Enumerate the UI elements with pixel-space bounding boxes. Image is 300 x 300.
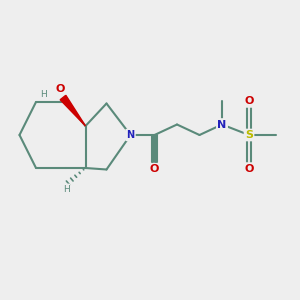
Text: O: O <box>244 164 254 174</box>
Polygon shape <box>60 95 86 126</box>
Text: O: O <box>55 83 65 94</box>
Text: N: N <box>126 130 135 140</box>
Text: H: H <box>63 184 69 194</box>
Text: S: S <box>245 130 253 140</box>
Text: O: O <box>244 96 254 106</box>
Text: N: N <box>218 119 226 130</box>
Text: H: H <box>40 90 47 99</box>
Text: O: O <box>150 164 159 175</box>
